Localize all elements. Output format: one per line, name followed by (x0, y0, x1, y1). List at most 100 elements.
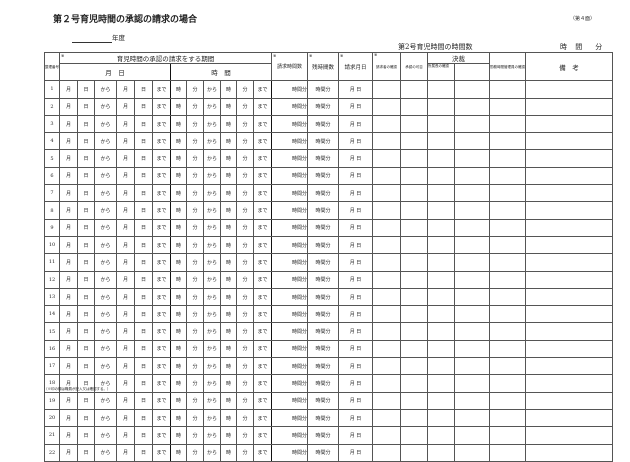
cell-day[interactable]: 日 (77, 339, 95, 359)
cell-decision-blank[interactable] (454, 114, 490, 134)
cell-month[interactable]: 月 (59, 218, 78, 237)
cell-from[interactable]: から (203, 253, 221, 272)
cell-remaining-hours[interactable]: 時間分 (307, 426, 339, 445)
cell-decision-blank[interactable] (454, 270, 490, 289)
cell-requested-hours[interactable]: 時間分 (271, 235, 308, 255)
cell-minute[interactable]: 分 (236, 201, 254, 220)
cell-request-date[interactable]: 月 日 (338, 184, 373, 203)
cell-timekeeper-confirm[interactable] (489, 408, 526, 428)
cell-hour[interactable]: 時 (220, 114, 237, 134)
cell-requester-confirm[interactable] (372, 339, 401, 359)
cell-minute[interactable]: 分 (236, 149, 254, 168)
cell-from[interactable]: から (94, 166, 117, 186)
cell-from[interactable]: から (94, 391, 117, 410)
cell-request-date[interactable]: 月 日 (338, 149, 373, 168)
cell-requested-hours[interactable]: 時間分 (271, 149, 308, 168)
cell-timekeeper-confirm[interactable] (489, 218, 526, 237)
cell-minute[interactable]: 分 (236, 132, 254, 151)
cell-day[interactable]: 日 (77, 97, 95, 116)
cell-remaining-hours[interactable]: 時間分 (307, 166, 339, 186)
cell-minute[interactable]: 分 (236, 80, 254, 99)
cell-until[interactable]: まで (253, 270, 272, 289)
cell-from[interactable]: から (94, 322, 117, 341)
cell-until[interactable]: まで (253, 80, 272, 99)
cell-month[interactable]: 月 (59, 443, 78, 462)
cell-until[interactable]: まで (152, 80, 171, 99)
cell-hour[interactable]: 時 (220, 218, 237, 237)
cell-hour[interactable]: 時 (220, 132, 237, 151)
cell-requested-hours[interactable]: 時間分 (271, 339, 308, 359)
cell-until[interactable]: まで (152, 184, 171, 203)
cell-until[interactable]: まで (152, 443, 171, 462)
cell-remarks[interactable] (525, 114, 613, 134)
cell-approval[interactable] (400, 408, 428, 428)
cell-day[interactable]: 日 (77, 114, 95, 134)
cell-hour[interactable]: 時 (170, 218, 187, 237)
cell-hour[interactable]: 時 (170, 97, 187, 116)
cell-timekeeper-confirm[interactable] (489, 132, 526, 151)
cell-request-date[interactable]: 月 日 (338, 408, 373, 428)
cell-approval[interactable] (400, 339, 428, 359)
cell-minute[interactable]: 分 (236, 374, 254, 393)
cell-minute[interactable]: 分 (186, 97, 204, 116)
cell-day[interactable]: 日 (134, 305, 153, 324)
cell-hour[interactable]: 時 (170, 339, 187, 359)
cell-request-date[interactable]: 月 日 (338, 235, 373, 255)
cell-approval[interactable] (400, 149, 428, 168)
cell-day[interactable]: 日 (77, 408, 95, 428)
cell-from[interactable]: から (203, 201, 221, 220)
cell-day[interactable]: 日 (134, 374, 153, 393)
cell-day[interactable]: 日 (134, 357, 153, 376)
cell-remarks[interactable] (525, 201, 613, 220)
cell-manager-confirm[interactable] (427, 184, 455, 203)
cell-requester-confirm[interactable] (372, 166, 401, 186)
cell-manager-confirm[interactable] (427, 391, 455, 410)
cell-until[interactable]: まで (253, 201, 272, 220)
cell-month[interactable]: 月 (116, 149, 135, 168)
cell-minute[interactable]: 分 (236, 408, 254, 428)
cell-manager-confirm[interactable] (427, 218, 455, 237)
cell-until[interactable]: まで (152, 97, 171, 116)
cell-month[interactable]: 月 (116, 408, 135, 428)
cell-from[interactable]: から (203, 391, 221, 410)
cell-minute[interactable]: 分 (236, 270, 254, 289)
cell-timekeeper-confirm[interactable] (489, 426, 526, 445)
cell-minute[interactable]: 分 (186, 132, 204, 151)
cell-approval[interactable] (400, 184, 428, 203)
cell-minute[interactable]: 分 (186, 235, 204, 255)
cell-manager-confirm[interactable] (427, 287, 455, 307)
cell-remaining-hours[interactable]: 時間分 (307, 339, 339, 359)
cell-until[interactable]: まで (253, 218, 272, 237)
cell-until[interactable]: まで (253, 357, 272, 376)
cell-from[interactable]: から (203, 149, 221, 168)
cell-requester-confirm[interactable] (372, 391, 401, 410)
cell-month[interactable]: 月 (59, 149, 78, 168)
cell-day[interactable]: 日 (77, 391, 95, 410)
cell-manager-confirm[interactable] (427, 305, 455, 324)
cell-from[interactable]: から (94, 235, 117, 255)
cell-request-date[interactable]: 月 日 (338, 305, 373, 324)
cell-timekeeper-confirm[interactable] (489, 149, 526, 168)
cell-from[interactable]: から (203, 374, 221, 393)
cell-remaining-hours[interactable]: 時間分 (307, 357, 339, 376)
cell-decision-blank[interactable] (454, 253, 490, 272)
cell-remaining-hours[interactable]: 時間分 (307, 235, 339, 255)
cell-minute[interactable]: 分 (236, 339, 254, 359)
cell-approval[interactable] (400, 374, 428, 393)
cell-manager-confirm[interactable] (427, 408, 455, 428)
cell-manager-confirm[interactable] (427, 270, 455, 289)
cell-approval[interactable] (400, 201, 428, 220)
cell-hour[interactable]: 時 (170, 305, 187, 324)
cell-minute[interactable]: 分 (186, 184, 204, 203)
cell-until[interactable]: まで (253, 408, 272, 428)
cell-from[interactable]: から (203, 305, 221, 324)
cell-hour[interactable]: 時 (170, 443, 187, 462)
cell-remaining-hours[interactable]: 時間分 (307, 80, 339, 99)
cell-remaining-hours[interactable]: 時間分 (307, 270, 339, 289)
cell-day[interactable]: 日 (134, 218, 153, 237)
cell-day[interactable]: 日 (77, 322, 95, 341)
cell-month[interactable]: 月 (59, 132, 78, 151)
cell-minute[interactable]: 分 (236, 443, 254, 462)
cell-manager-confirm[interactable] (427, 97, 455, 116)
cell-hour[interactable]: 時 (220, 253, 237, 272)
